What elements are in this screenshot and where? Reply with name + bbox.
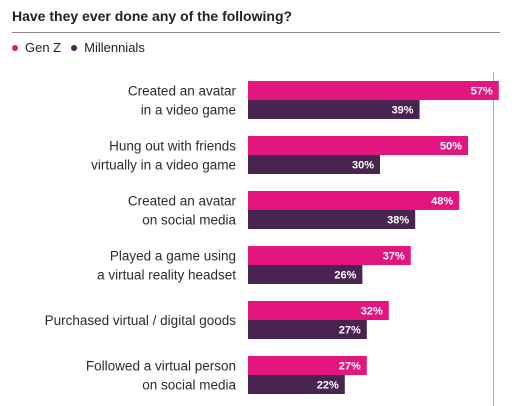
value-label: 30%: [352, 160, 374, 172]
bar-gen-z: [248, 356, 367, 375]
chart-title: Have they ever done any of the following…: [12, 8, 293, 24]
value-label: 32%: [361, 306, 383, 318]
value-label: 27%: [339, 361, 361, 373]
legend: Gen Z Millennials: [12, 40, 155, 55]
bar-millennials: [248, 100, 420, 119]
value-label: 38%: [387, 215, 409, 227]
legend-item-millennials: Millennials: [71, 40, 145, 55]
value-label: 27%: [339, 325, 361, 337]
legend-swatch-gen-z: [12, 44, 18, 51]
bar-millennials: [248, 265, 363, 284]
bar-millennials: [248, 320, 367, 339]
value-label: 50%: [440, 141, 462, 153]
legend-label-gen-z: Gen Z: [25, 40, 62, 55]
value-label: 22%: [317, 380, 339, 392]
bar-millennials: [248, 210, 416, 229]
value-label: 39%: [392, 105, 414, 117]
right-edge-line: [493, 72, 494, 406]
bar-gen-z: [248, 191, 460, 210]
bar-gen-z: [248, 81, 499, 100]
value-label: 57%: [471, 86, 493, 98]
value-label: 26%: [334, 270, 356, 282]
category-label: Hung out with friends virtually in a vide…: [91, 139, 236, 173]
bar-millennials: [248, 155, 380, 174]
bar-gen-z: [248, 136, 468, 155]
category-label: Created an avatar on social media: [128, 194, 237, 228]
bar-gen-z: [248, 301, 389, 320]
value-label: 37%: [383, 251, 405, 263]
title-divider: [12, 32, 500, 33]
value-label: 48%: [431, 196, 453, 208]
legend-label-millennials: Millennials: [84, 40, 145, 55]
category-label: Followed a virtual person on social media: [86, 359, 237, 393]
bar-gen-z: [248, 246, 411, 265]
legend-item-gen-z: Gen Z: [12, 40, 61, 55]
bar-millennials: [248, 375, 345, 394]
category-label: Played a game using a virtual reality hea…: [97, 249, 236, 283]
category-label: Created an avatar in a video game: [128, 84, 237, 118]
legend-swatch-millennials: [71, 44, 78, 51]
category-label: Purchased virtual / digital goods: [45, 313, 237, 328]
